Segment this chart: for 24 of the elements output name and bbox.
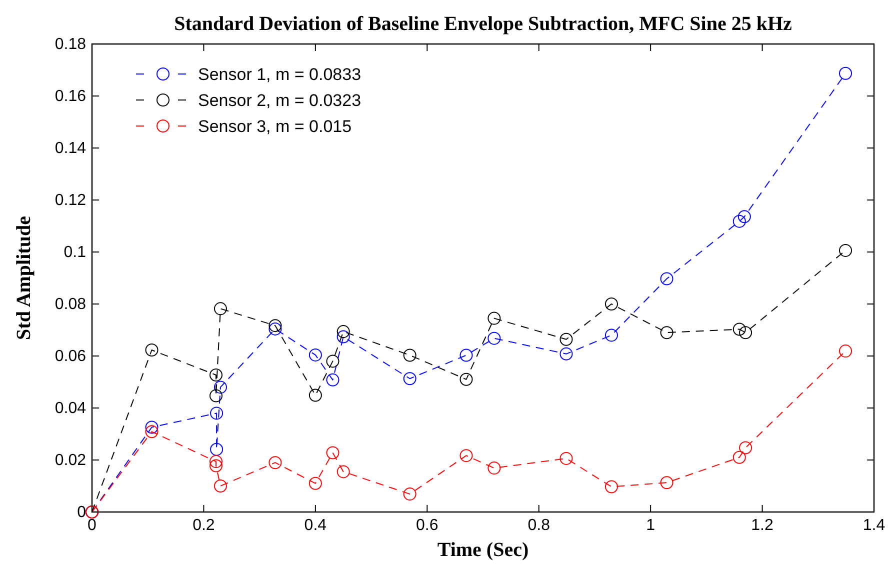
y-axis-title: Std Amplitude [13,216,35,340]
y-tick-label: 0.18 [54,36,86,53]
x-tick-label: 0 [88,517,97,534]
x-tick-label: 0.8 [528,517,550,534]
chart-title: Standard Deviation of Baseline Envelope Subtraction, MFC Sine 25 kHz [174,13,792,35]
x-tick-label: 1.4 [862,517,886,534]
y-tick-label: 0.1 [64,244,86,261]
x-tick-label: 0.2 [192,517,215,534]
x-tick-label: 1.2 [751,517,774,534]
legend-label: Sensor 2, m = 0.0323 [198,91,362,110]
y-tick-label: 0.12 [54,192,86,209]
y-tick-label: 0.08 [54,296,86,313]
legend-label: Sensor 3, m = 0.015 [198,117,352,136]
x-tick-label: 1 [646,517,656,534]
x-tick-label: 0.4 [304,517,327,534]
x-tick-label: 0.6 [416,517,438,534]
y-tick-label: 0.14 [54,140,86,157]
legend-label: Sensor 1, m = 0.0833 [198,65,362,84]
y-tick-label: 0.06 [54,348,86,365]
y-tick-label: 0.16 [54,88,86,105]
y-tick-label: 0.04 [54,400,86,417]
y-tick-label: 0.02 [54,452,86,469]
x-axis-title: Time (Sec) [437,539,529,561]
y-tick-label: 0 [77,504,86,521]
